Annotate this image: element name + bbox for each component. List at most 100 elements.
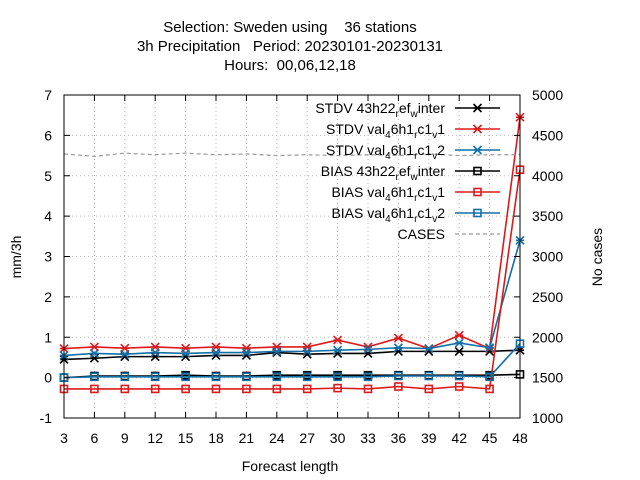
- legend-entry: STDV val46h1rc1v1: [326, 121, 500, 141]
- title-line: Hours: 00,06,12,18: [224, 57, 356, 74]
- data-point: [454, 382, 464, 391]
- series-5: [59, 339, 525, 382]
- data-point: [241, 348, 251, 358]
- x-tick-label: 45: [482, 430, 498, 446]
- data-point: [485, 384, 494, 394]
- data-point: [333, 383, 342, 393]
- axis-ticks: 3 6 9 12 15 18 21 24 27 30 33 36 39 42 45 48-1012345671…: [40, 87, 564, 446]
- data-point: [181, 384, 190, 394]
- legend-entry: BIAS val46h1rc1v2: [331, 205, 500, 225]
- legend-label: BIAS val46h1rc1v2: [331, 205, 445, 225]
- y2-tick-label: 3000: [532, 249, 563, 265]
- data-point: [302, 372, 312, 382]
- y2-tick-label: 3500: [532, 208, 563, 224]
- series-line: [63, 343, 521, 379]
- data-point: [363, 384, 373, 394]
- x-tick-label: 15: [178, 430, 194, 446]
- data-point: [211, 348, 221, 358]
- x-tick-label: 39: [421, 430, 437, 446]
- series-4: [59, 165, 525, 394]
- title-line: Selection: Sweden using 36 stations: [163, 19, 417, 36]
- data-point: [242, 384, 251, 394]
- x-tick-label: 12: [147, 430, 163, 446]
- x-tick-label: 48: [512, 430, 528, 446]
- y-tick-label: 4: [44, 208, 52, 224]
- data-point: [241, 343, 251, 353]
- y-tick-label: 2: [44, 289, 52, 305]
- legend-label: BIAS 43h22refwinter: [321, 163, 446, 183]
- plot-series: [59, 112, 525, 394]
- y2-tick-label: 1000: [532, 410, 563, 426]
- y-tick-label: 7: [44, 87, 52, 103]
- y-tick-label: 3: [44, 249, 52, 265]
- data-point: [272, 342, 282, 352]
- series-0: [59, 345, 525, 365]
- data-point: [424, 384, 434, 394]
- data-point: [242, 372, 251, 382]
- data-point: [302, 384, 312, 394]
- data-point: [424, 343, 434, 354]
- legend-entry: BIAS val46h1rc1v1: [331, 184, 500, 204]
- data-point: [89, 348, 99, 358]
- legend-label: STDV val46h1rc1v2: [326, 142, 445, 162]
- x-tick-label: 30: [330, 430, 346, 446]
- data-point: [150, 384, 160, 394]
- series-line: [63, 240, 521, 357]
- series-line: [63, 152, 520, 157]
- grid: [64, 95, 520, 418]
- x-tick-label: 24: [269, 430, 285, 446]
- legend-entry: CASES: [398, 226, 500, 242]
- y-axis-label: mm/3h: [8, 236, 24, 279]
- x-tick-label: 6: [91, 430, 99, 446]
- y-tick-label: 1: [44, 329, 52, 345]
- data-point: [393, 343, 403, 353]
- y-tick-label: 0: [44, 370, 52, 386]
- data-point: [120, 372, 130, 382]
- data-point: [90, 384, 99, 394]
- legend-label: STDV val46h1rc1v1: [326, 121, 445, 141]
- series-2: [59, 235, 525, 360]
- x-tick-label: 42: [451, 430, 467, 446]
- x-tick-label: 3: [60, 430, 68, 446]
- y2-tick-label: 2500: [532, 289, 563, 305]
- legend-label: BIAS val46h1rc1v1: [331, 184, 445, 204]
- data-point: [272, 346, 282, 356]
- series-line: [63, 117, 521, 350]
- data-point: [454, 371, 464, 381]
- legend-entry: BIAS 43h22refwinter: [321, 163, 500, 183]
- y-tick-label: 5: [44, 168, 52, 184]
- data-point: [454, 338, 464, 348]
- data-point: [424, 371, 434, 381]
- x-tick-label: 21: [239, 430, 255, 446]
- y-tick-label: -1: [40, 410, 53, 426]
- y2-tick-label: 2000: [532, 329, 563, 345]
- y2-tick-label: 4500: [532, 127, 563, 143]
- x-tick-label: 9: [121, 430, 129, 446]
- data-point: [302, 342, 312, 352]
- data-point: [272, 384, 282, 394]
- data-point: [333, 345, 343, 355]
- x-tick-label: 18: [208, 430, 224, 446]
- legend-label: CASES: [398, 226, 445, 242]
- data-point: [394, 382, 403, 391]
- y2-tick-label: 1500: [532, 370, 563, 386]
- series-line: [63, 349, 521, 361]
- series-1: [59, 112, 525, 354]
- y2-tick-label: 5000: [532, 87, 563, 103]
- legend-label: STDV 43h22refwinter: [315, 100, 445, 120]
- data-point: [150, 372, 160, 382]
- data-point: [150, 348, 160, 358]
- data-point: [302, 346, 312, 356]
- data-point: [363, 372, 373, 382]
- x-tick-label: 33: [360, 430, 376, 446]
- data-point: [393, 333, 403, 343]
- data-point: [211, 372, 221, 382]
- x-tick-label: 36: [391, 430, 407, 446]
- chart-title: Selection: Sweden using 36 stations 3h Pr…: [137, 19, 443, 74]
- data-point: [363, 344, 373, 354]
- data-point: [394, 371, 403, 381]
- data-point: [485, 372, 494, 382]
- data-point: [90, 372, 99, 382]
- legend-entry: STDV val46h1rc1v2: [326, 142, 500, 162]
